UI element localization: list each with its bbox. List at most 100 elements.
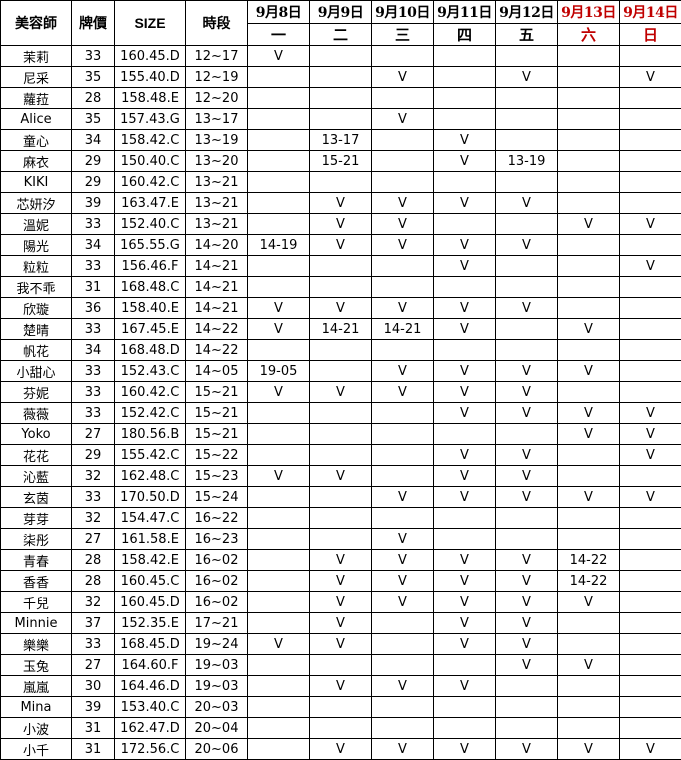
cell-time: 14~21 — [185, 255, 248, 277]
cell-time: 15~21 — [185, 402, 248, 424]
cell-thu: V — [433, 129, 496, 151]
cell-thu — [433, 717, 496, 739]
cell-tue — [309, 528, 372, 550]
cell-size: 160.42.C — [114, 171, 186, 193]
cell-sun — [619, 150, 681, 172]
cell-sat — [557, 45, 620, 67]
cell-thu: V — [433, 360, 496, 382]
header-weekday: 二 — [309, 23, 372, 46]
cell-mon — [247, 192, 310, 214]
cell-mon — [247, 591, 310, 613]
cell-wed — [371, 129, 434, 151]
cell-size: 158.42.E — [114, 549, 186, 571]
cell-sat: V — [557, 402, 620, 424]
header-time: 時段 — [185, 0, 248, 46]
cell-thu: V — [433, 549, 496, 571]
cell-time: 15~21 — [185, 381, 248, 403]
cell-sat — [557, 507, 620, 529]
table-row: 陽光 34 165.55.G 14~20 14-19 V V V V — [0, 234, 681, 256]
cell-price: 32 — [71, 507, 115, 529]
cell-size: 152.40.C — [114, 213, 186, 235]
cell-fri: V — [495, 633, 558, 655]
table-row: Minnie 37 152.35.E 17~21 V V V — [0, 612, 681, 634]
cell-thu — [433, 87, 496, 109]
cell-mon — [247, 549, 310, 571]
cell-stylist: 小甜心 — [0, 360, 72, 382]
cell-tue: V — [309, 612, 372, 634]
header-stylist: 美容師 — [0, 0, 72, 46]
cell-sun — [619, 339, 681, 361]
cell-tue: V — [309, 213, 372, 235]
cell-sun — [619, 381, 681, 403]
cell-stylist: 帆花 — [0, 339, 72, 361]
cell-fri — [495, 108, 558, 130]
cell-tue — [309, 444, 372, 466]
cell-sat: 14-22 — [557, 549, 620, 571]
cell-wed: V — [371, 528, 434, 550]
cell-tue — [309, 696, 372, 718]
cell-wed — [371, 171, 434, 193]
cell-mon — [247, 87, 310, 109]
cell-wed — [371, 276, 434, 298]
cell-fri: V — [495, 360, 558, 382]
cell-mon: V — [247, 381, 310, 403]
cell-size: 160.45.D — [114, 591, 186, 613]
cell-time: 14~20 — [185, 234, 248, 256]
cell-wed: V — [371, 591, 434, 613]
cell-fri — [495, 213, 558, 235]
cell-wed: V — [371, 213, 434, 235]
cell-thu — [433, 507, 496, 529]
cell-sat — [557, 444, 620, 466]
cell-thu: V — [433, 675, 496, 697]
cell-sun — [619, 570, 681, 592]
cell-stylist: 芯妍汐 — [0, 192, 72, 214]
cell-fri: V — [495, 465, 558, 487]
header-size: SIZE — [114, 0, 186, 46]
cell-tue — [309, 486, 372, 508]
cell-mon — [247, 717, 310, 739]
cell-stylist: 茉莉 — [0, 45, 72, 67]
cell-mon — [247, 66, 310, 88]
cell-time: 16~23 — [185, 528, 248, 550]
cell-fri — [495, 129, 558, 151]
cell-size: 160.45.D — [114, 45, 186, 67]
cell-price: 34 — [71, 339, 115, 361]
cell-thu — [433, 528, 496, 550]
header-weekday: 一 — [247, 23, 310, 46]
cell-thu: V — [433, 402, 496, 424]
cell-time: 20~03 — [185, 696, 248, 718]
cell-stylist: 陽光 — [0, 234, 72, 256]
cell-stylist: 花花 — [0, 444, 72, 466]
cell-fri — [495, 171, 558, 193]
cell-stylist: 香香 — [0, 570, 72, 592]
table-row: 小甜心 33 152.43.C 14~05 19-05 V V V V — [0, 360, 681, 382]
cell-fri — [495, 87, 558, 109]
cell-time: 15~21 — [185, 423, 248, 445]
table-row: 欣璇 36 158.40.E 14~21 V V V V V — [0, 297, 681, 319]
cell-fri — [495, 528, 558, 550]
cell-tue — [309, 402, 372, 424]
cell-price: 33 — [71, 402, 115, 424]
cell-size: 168.45.D — [114, 633, 186, 655]
cell-time: 16~22 — [185, 507, 248, 529]
cell-tue: V — [309, 465, 372, 487]
cell-wed — [371, 45, 434, 67]
cell-wed: V — [371, 192, 434, 214]
cell-time: 19~03 — [185, 675, 248, 697]
cell-thu: V — [433, 318, 496, 340]
cell-wed — [371, 402, 434, 424]
cell-sat — [557, 129, 620, 151]
cell-thu — [433, 423, 496, 445]
cell-time: 19~03 — [185, 654, 248, 676]
cell-tue: V — [309, 675, 372, 697]
cell-fri — [495, 45, 558, 67]
header-weekday: 五 — [495, 23, 558, 46]
cell-price: 32 — [71, 591, 115, 613]
cell-time: 14~21 — [185, 276, 248, 298]
cell-sun — [619, 297, 681, 319]
cell-thu — [433, 276, 496, 298]
cell-price: 39 — [71, 696, 115, 718]
cell-time: 19~24 — [185, 633, 248, 655]
cell-wed — [371, 507, 434, 529]
cell-price: 31 — [71, 276, 115, 298]
